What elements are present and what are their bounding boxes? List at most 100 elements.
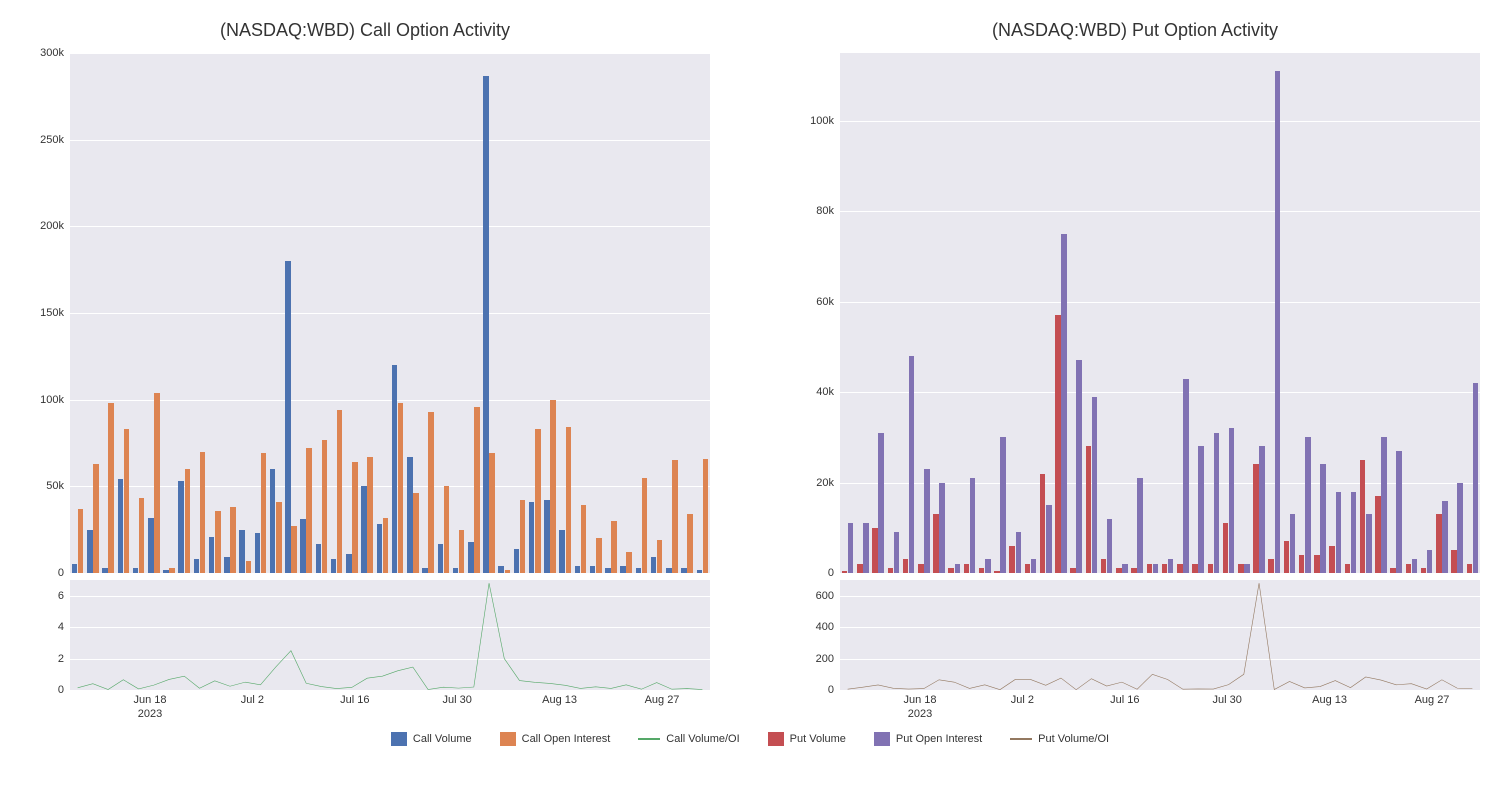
legend-item: Call Volume/OI <box>638 732 739 746</box>
oi-bar <box>1457 483 1462 573</box>
volume-bar <box>1070 568 1075 573</box>
volume-bar <box>903 559 908 573</box>
oi-bar <box>1366 514 1371 573</box>
ytick: 0 <box>58 684 70 696</box>
oi-bar <box>154 393 159 573</box>
volume-bar <box>1208 564 1213 573</box>
figure: (NASDAQ:WBD) Call Option Activity 050k10… <box>20 20 1480 746</box>
volume-bar <box>102 568 107 573</box>
volume-bar <box>1238 564 1243 573</box>
oi-bar <box>894 532 899 573</box>
oi-bar <box>444 486 449 573</box>
volume-bar <box>681 568 686 573</box>
legend-label: Put Open Interest <box>896 733 982 745</box>
volume-bar <box>1009 546 1014 573</box>
ytick: 600 <box>816 590 840 602</box>
oi-bar <box>1046 505 1051 573</box>
legend-line-swatch <box>638 738 660 740</box>
volume-bar <box>1131 568 1136 573</box>
volume-bar <box>1284 541 1289 573</box>
oi-bar <box>955 564 960 573</box>
xtick: Aug 13 <box>542 690 577 706</box>
oi-bar <box>626 552 631 573</box>
oi-bar <box>124 429 129 573</box>
ratio-line <box>70 580 710 690</box>
oi-bar <box>459 530 464 573</box>
volume-bar <box>255 533 260 573</box>
xtick: Jul 30 <box>1213 690 1242 706</box>
legend-label: Put Volume <box>790 733 846 745</box>
xtick: Aug 13 <box>1312 690 1347 706</box>
ytick: 2 <box>58 653 70 665</box>
volume-bar <box>872 528 877 573</box>
oi-bar <box>1198 446 1203 573</box>
legend-label: Call Volume/OI <box>666 733 739 745</box>
xtick: Jul 16 <box>1110 690 1139 706</box>
oi-bar <box>1122 564 1127 573</box>
oi-bar <box>1214 433 1219 573</box>
oi-bar <box>185 469 190 573</box>
oi-bar <box>230 507 235 573</box>
oi-bar <box>878 433 883 573</box>
call-title: (NASDAQ:WBD) Call Option Activity <box>20 20 710 41</box>
oi-bar <box>1259 446 1264 573</box>
volume-bar <box>285 261 290 573</box>
volume-bar <box>422 568 427 573</box>
volume-bar <box>918 564 923 573</box>
oi-bar <box>383 518 388 573</box>
volume-bar <box>270 469 275 573</box>
oi-bar <box>1336 492 1341 573</box>
oi-bar <box>703 459 708 573</box>
volume-bar <box>1040 474 1045 573</box>
xtick: Jul 2 <box>241 690 264 706</box>
put-line-chart: 0200400600Jun 18Jul 2Jul 16Jul 30Aug 13A… <box>840 580 1480 690</box>
volume-bar <box>1086 446 1091 573</box>
legend-line-swatch <box>1010 738 1032 740</box>
volume-bar <box>1329 546 1334 573</box>
volume-bar <box>979 568 984 573</box>
oi-bar <box>1061 234 1066 573</box>
oi-bar <box>1473 383 1478 573</box>
legend-swatch <box>391 732 407 746</box>
oi-bar <box>322 440 327 573</box>
volume-bar <box>842 571 847 573</box>
volume-bar <box>224 557 229 573</box>
legend-label: Call Open Interest <box>522 733 611 745</box>
volume-bar <box>498 566 503 573</box>
volume-bar <box>163 570 168 573</box>
put-panel: (NASDAQ:WBD) Put Option Activity 020k40k… <box>790 20 1480 690</box>
oi-bar <box>520 500 525 573</box>
ytick: 0 <box>828 567 840 579</box>
oi-bar <box>1076 360 1081 573</box>
oi-bar <box>1320 464 1325 573</box>
oi-bar <box>398 403 403 573</box>
oi-bar <box>93 464 98 573</box>
volume-bar <box>1025 564 1030 573</box>
oi-bar <box>1351 492 1356 573</box>
volume-bar <box>1360 460 1365 573</box>
oi-bar <box>581 505 586 573</box>
oi-bar <box>413 493 418 573</box>
volume-bar <box>1223 523 1228 573</box>
xtick: Aug 27 <box>1415 690 1450 706</box>
volume-bar <box>1162 564 1167 573</box>
volume-bar <box>316 544 321 573</box>
volume-bar <box>1147 564 1152 573</box>
ytick: 20k <box>816 477 840 489</box>
oi-bar <box>566 427 571 573</box>
oi-bar <box>367 457 372 573</box>
oi-bar <box>428 412 433 573</box>
oi-bar <box>535 429 540 573</box>
legend: Call VolumeCall Open InterestCall Volume… <box>20 732 1480 746</box>
volume-bar <box>1406 564 1411 573</box>
oi-bar <box>306 448 311 573</box>
volume-bar <box>118 479 123 573</box>
oi-bar <box>474 407 479 573</box>
legend-item: Put Volume/OI <box>1010 732 1109 746</box>
volume-bar <box>888 568 893 573</box>
volume-bar <box>1101 559 1106 573</box>
oi-bar <box>1229 428 1234 573</box>
xtick-year: 2023 <box>138 690 162 720</box>
xtick: Jul 2 <box>1011 690 1034 706</box>
volume-bar <box>239 530 244 573</box>
